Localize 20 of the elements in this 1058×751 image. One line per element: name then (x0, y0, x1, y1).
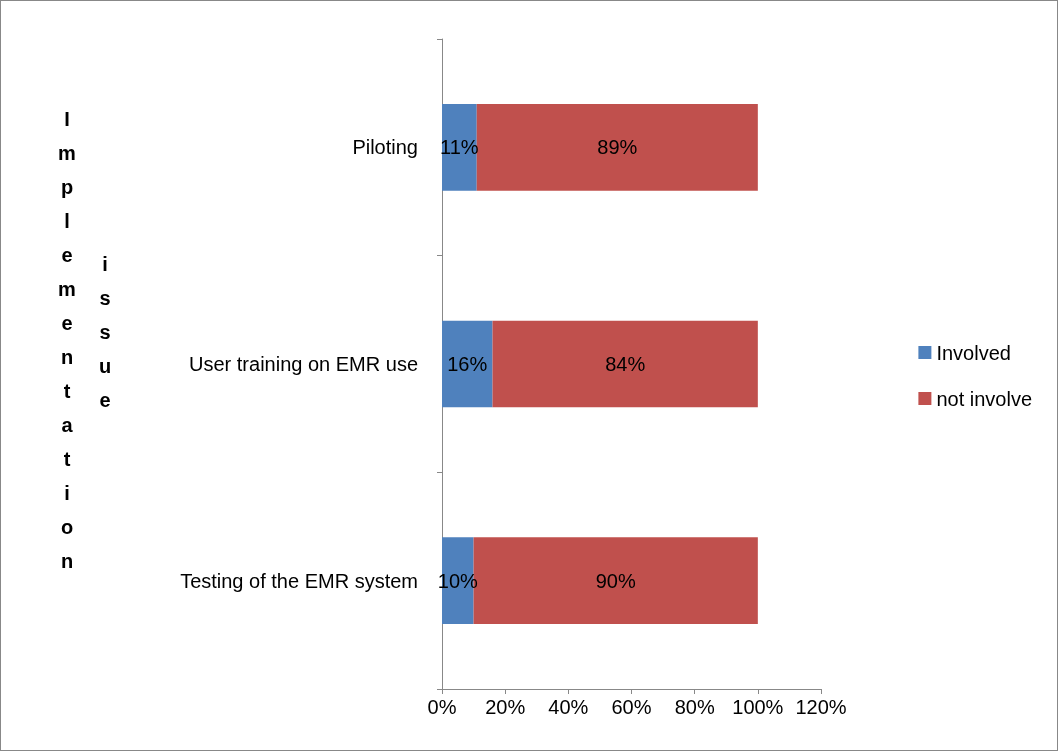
bar (476, 104, 758, 191)
x-tick-label: 120% (795, 696, 847, 718)
legend-label: Involved (936, 341, 1011, 364)
x-tick-label: 40% (548, 696, 589, 718)
data-label: 90% (595, 569, 636, 592)
y-tick-label: Testing of the EMR system (180, 569, 418, 592)
y-tick-label: User training on EMR use (189, 353, 418, 375)
data-label: 84% (605, 353, 646, 375)
legend-label: not involve (936, 387, 1033, 410)
data-label: 16% (447, 353, 488, 375)
bar (442, 320, 493, 408)
x-tick-label: 80% (674, 696, 715, 718)
x-tick-label: 20% (485, 696, 526, 718)
x-tick-label: 0% (427, 696, 457, 718)
y-axis-title: Implementation issue (55, 108, 117, 584)
data-label: 89% (597, 136, 638, 159)
bar (492, 320, 758, 408)
y-tick-label: Piloting (352, 136, 418, 159)
x-tick-label: 100% (732, 696, 784, 718)
x-tick-label: 60% (611, 696, 652, 718)
